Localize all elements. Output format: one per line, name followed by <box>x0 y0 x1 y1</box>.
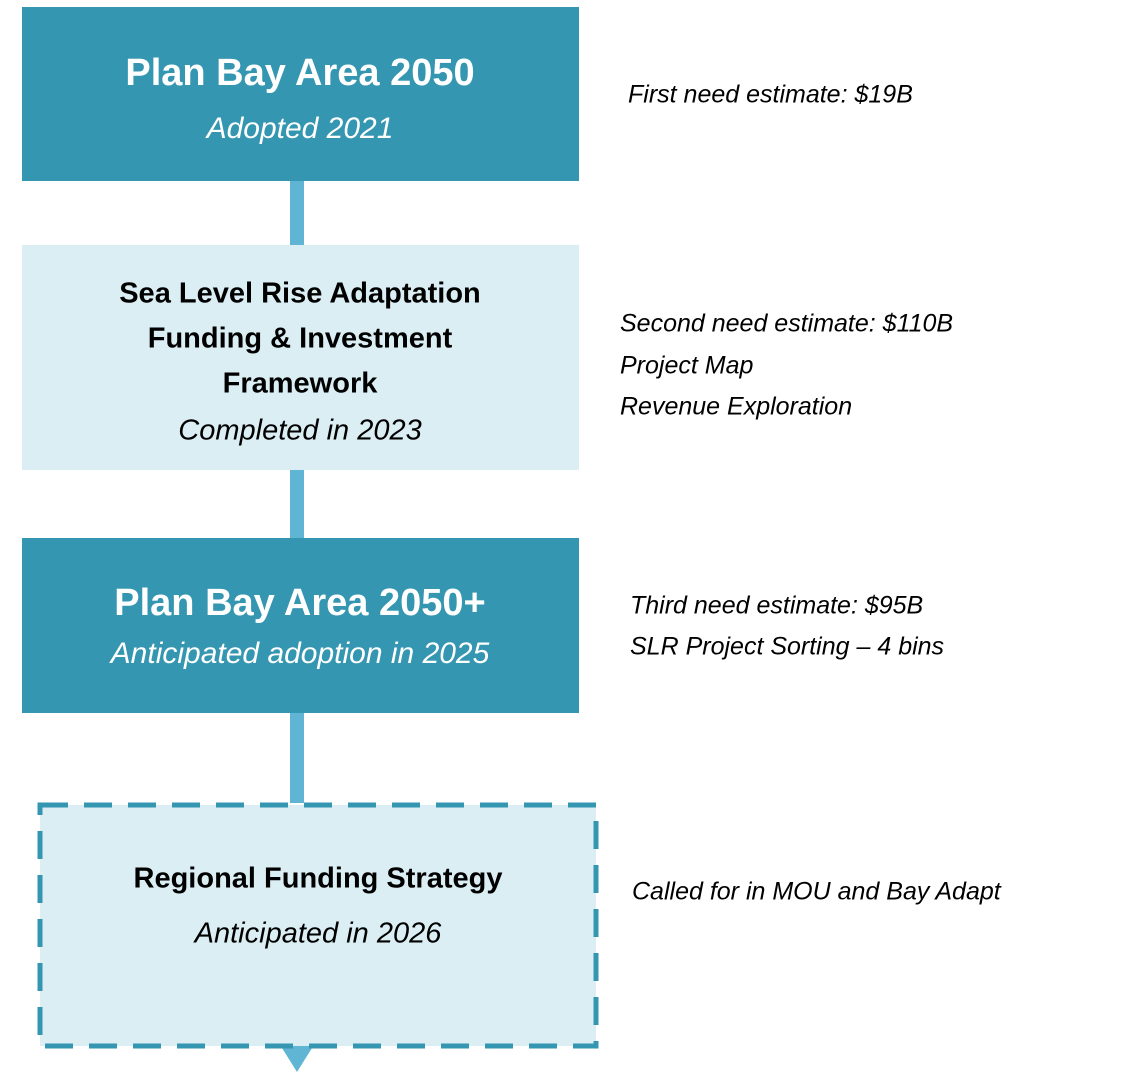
node-note: Second need estimate: $110B <box>620 310 953 338</box>
node-title: Sea Level Rise Adaptation <box>119 278 481 310</box>
node-note: First need estimate: $19B <box>628 81 913 109</box>
node-note: Project Map <box>620 352 753 380</box>
node-subtitle: Anticipated in 2026 <box>193 918 443 950</box>
texts: Plan Bay Area 2050 Adopted 2021 First need… <box>109 52 1002 950</box>
node-title: Plan Bay Area 2050+ <box>114 582 485 624</box>
node-note: SLR Project Sorting – 4 bins <box>630 633 944 661</box>
node-title: Funding & Investment <box>148 323 453 355</box>
node-title: Regional Funding Strategy <box>134 863 503 895</box>
node-subtitle: Completed in 2023 <box>178 415 421 447</box>
box <box>22 245 579 470</box>
node-subtitle: Anticipated adoption in 2025 <box>109 637 490 670</box>
dashed-box <box>37 802 599 1049</box>
connector <box>290 181 304 245</box>
box <box>22 7 579 181</box>
connector <box>290 470 304 538</box>
node-title: Plan Bay Area 2050 <box>125 52 474 94</box>
node-note: Called for in MOU and Bay Adapt <box>632 878 1002 906</box>
connector <box>290 713 304 803</box>
node-title: Framework <box>223 368 379 400</box>
node-note: Third need estimate: $95B <box>630 592 923 620</box>
node-note: Revenue Exploration <box>620 393 852 421</box>
box <box>22 538 579 713</box>
node-subtitle: Adopted 2021 <box>205 112 394 145</box>
